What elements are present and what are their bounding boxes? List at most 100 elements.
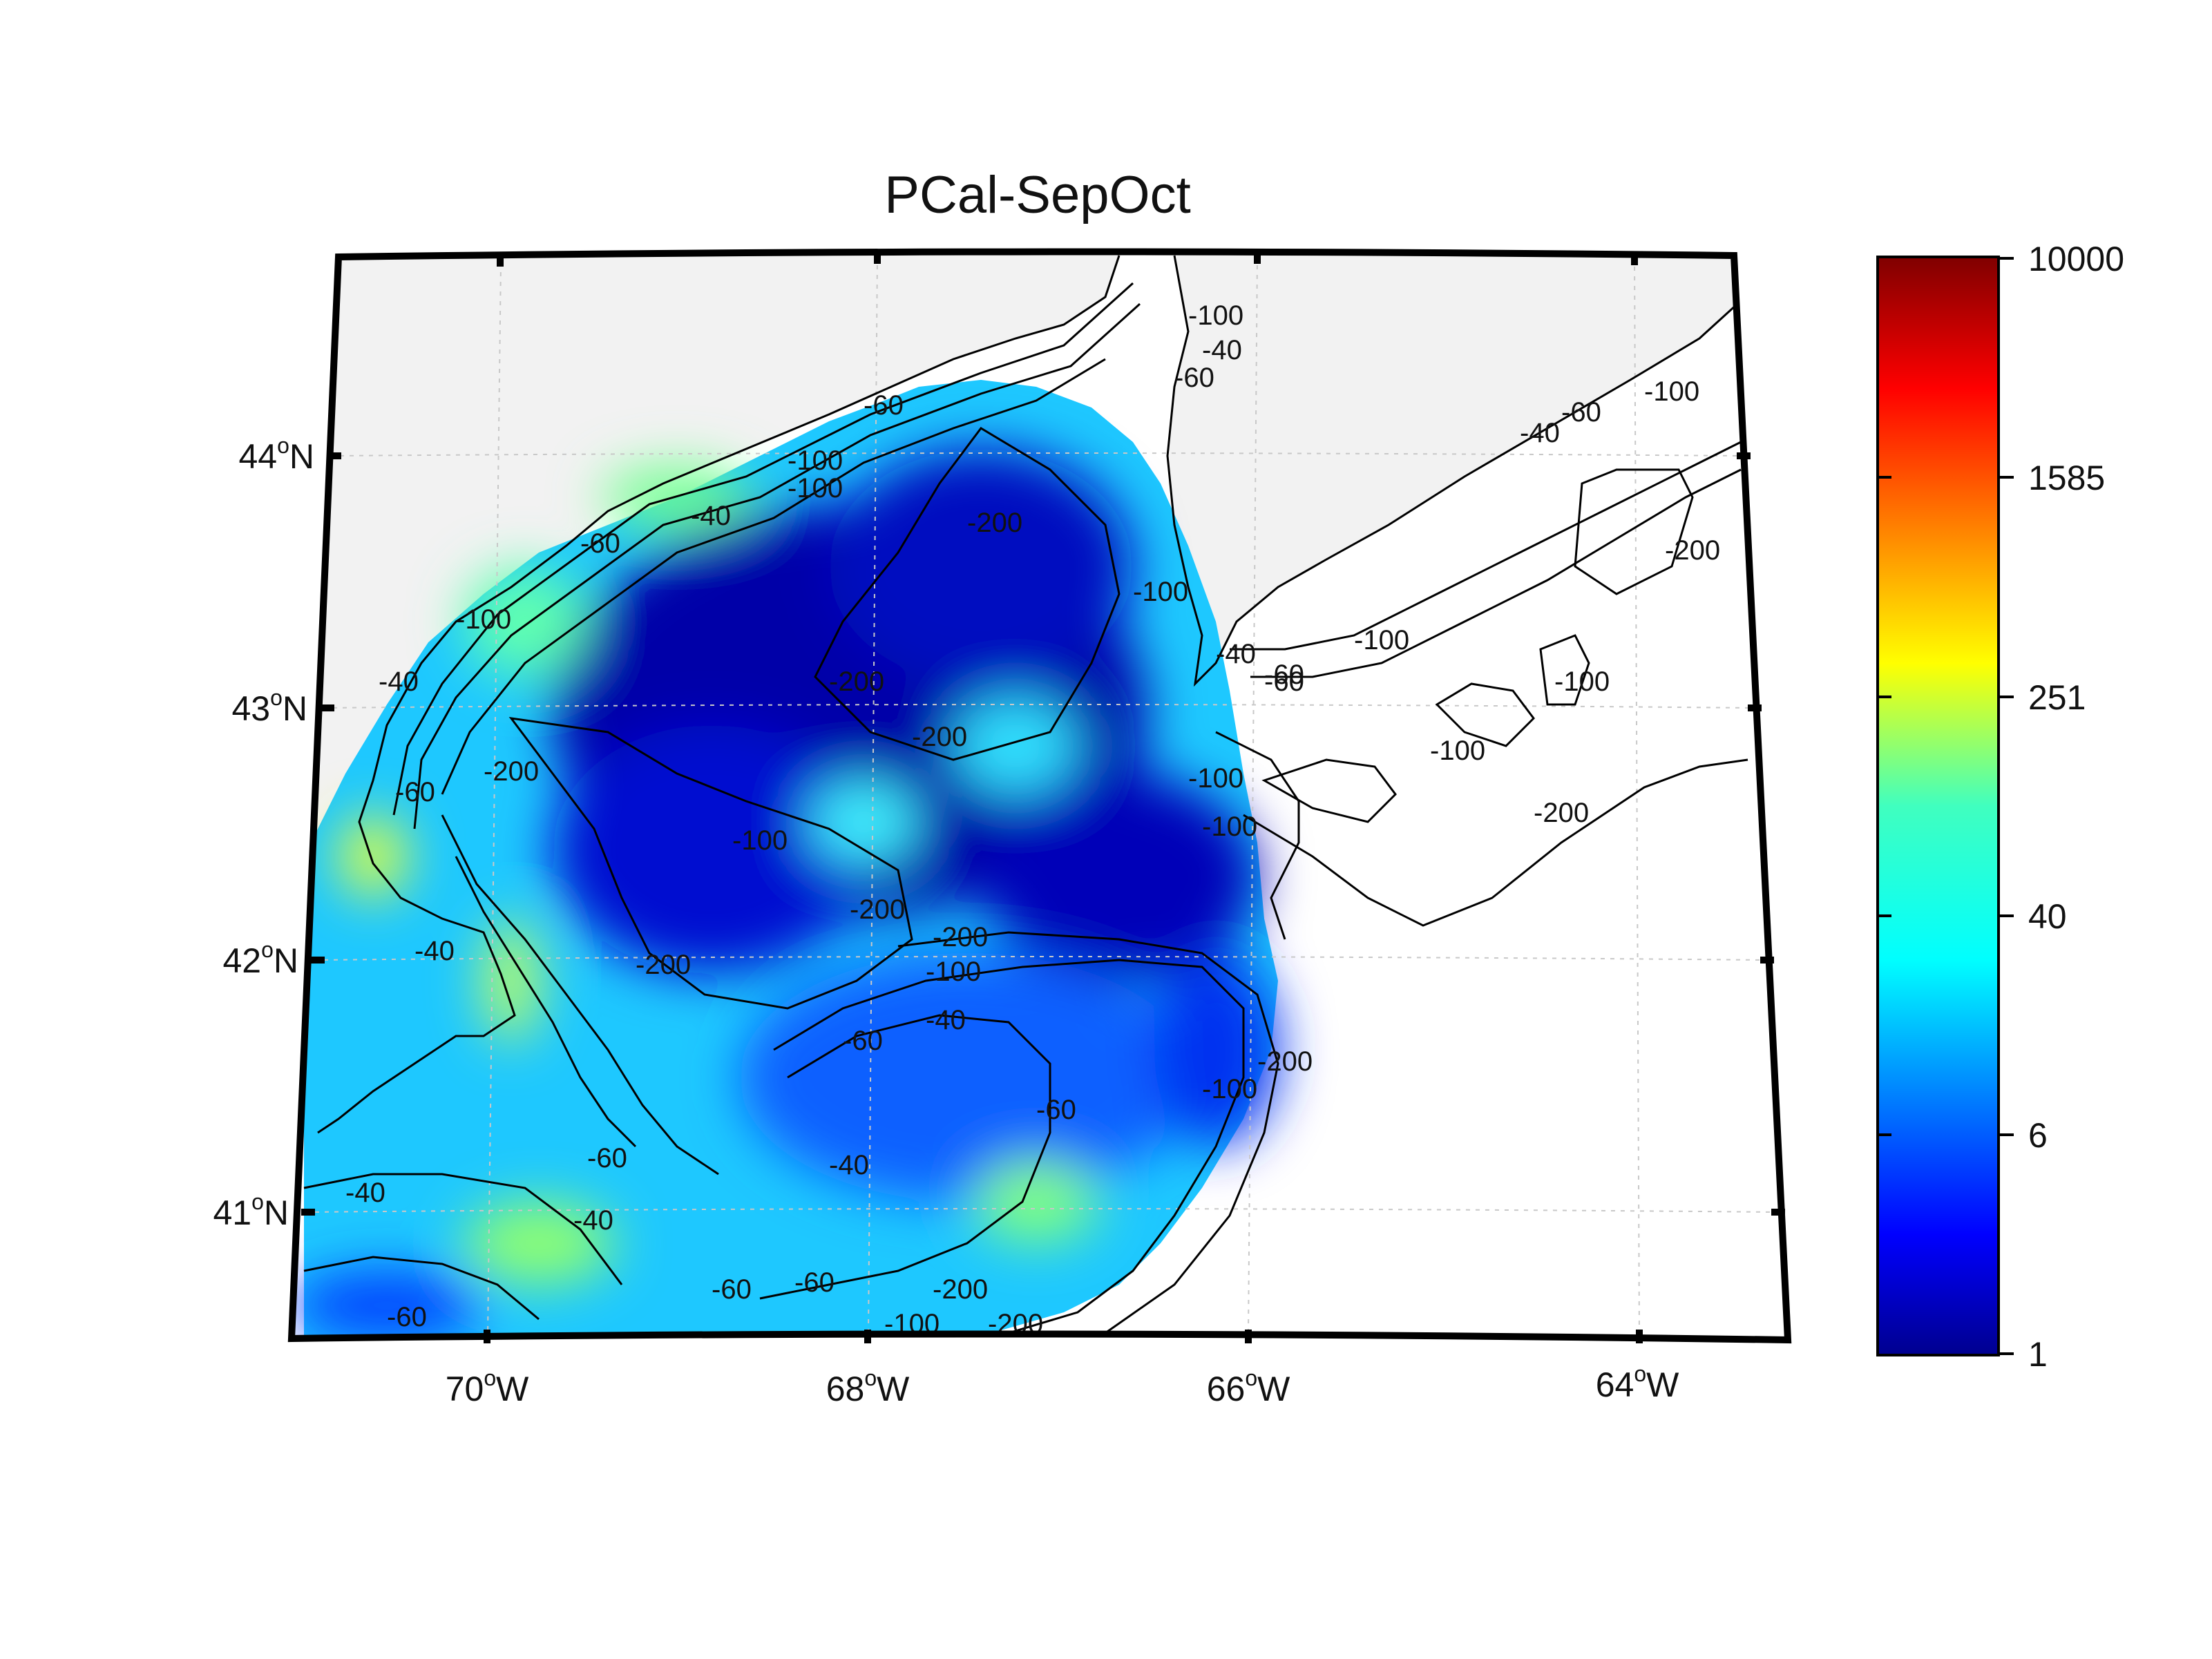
shelf-blue [739,953,1195,1202]
degree-mark: o [484,1365,496,1390]
shelf-green [974,1160,1098,1243]
degree-mark: o [864,1365,877,1390]
degree-mark: o [251,1189,264,1214]
contour-100-banks-2 [1539,634,1590,706]
contour-label: -40 [829,1150,869,1180]
contour-200-georges [897,931,1279,1334]
wilkinson-basin [553,725,870,974]
cyan-patch-1 [953,698,1078,794]
colorbar-label: 10000 [2028,240,2124,278]
contour-60-south [303,1256,540,1321]
map-frame [287,248,1792,1344]
lon-hemi: W [877,1370,910,1408]
colorbar-label: 40 [2028,897,2067,936]
contour-60-ns-shelf [1230,441,1742,651]
contour-100-sable [1261,758,1397,823]
contour-label: -60 [1036,1095,1076,1125]
contour-200-east-shelf [1243,758,1748,927]
chart-title: PCal-SepOct [884,166,1191,224]
contour-60-georges [759,1014,1051,1300]
lat-deg: 41 [213,1193,251,1232]
contour-label: -40 [1202,335,1242,365]
south-blue [292,1271,484,1340]
contour-label: -100 [1644,376,1699,407]
contour-label: -200 [484,756,539,787]
degree-mark: o [1245,1365,1257,1390]
contour-label: -100 [1430,736,1485,766]
contour-label: -60 [580,528,620,559]
contour-label: -100 [1133,577,1188,607]
contour-label: -40 [691,501,731,531]
coastline-new-england [317,255,1121,1134]
lon-deg: 68 [826,1370,865,1408]
lon-deg: 66 [1207,1370,1246,1408]
parallel-43n [323,704,1755,709]
lat-label-43n: 43oN [231,685,307,728]
contour-label: -60 [587,1143,627,1173]
meridian-64w [1634,256,1640,1337]
lat-hemi: N [274,941,298,980]
south-green [463,1202,615,1285]
map-area: -40 -60 -100 -200 -40 -60 -100 -200 -200… [292,251,1788,1340]
contour-label: -200 [967,508,1022,538]
contour-label: -40 [1216,639,1256,669]
parallel-44n [330,452,1746,457]
lon-label-66w: 66oW [1207,1365,1290,1408]
contour-label: -100 [926,957,981,987]
lat-label-41n: 41oN [213,1189,289,1232]
contour-label: -60 [1174,363,1214,393]
georges-basin [981,774,1257,981]
contour-label: -200 [829,667,884,697]
contour-label: -60 [395,777,435,807]
lat-hemi: N [264,1193,289,1232]
contour-100-east [1215,731,1300,940]
contour-label: -100 [456,604,511,635]
contour-labels: -40 -60 -100 -200 -40 -60 -100 -200 -200… [345,300,1720,1339]
land-nova-scotia [1167,256,1737,684]
lat-hemi: N [283,689,307,728]
coast-yellow-2 [484,919,539,1043]
contour-label: -60 [387,1302,427,1332]
lat-hemi: N [289,437,314,476]
coastline-and-contours [303,255,1748,1334]
lon-hemi: W [1646,1365,1679,1404]
contour-label: -40 [414,936,455,966]
contour-label: -60 [712,1274,752,1305]
lon-deg: 64 [1596,1365,1634,1404]
parallel-41n [305,1208,1777,1213]
graticule [305,255,1777,1337]
contour-label: -200 [1665,535,1720,566]
contour-label: -100 [788,445,843,476]
lon-label-68w: 68oW [826,1365,910,1408]
contour-100-ns-shelf [1250,468,1742,678]
contour-100-banquereau [1574,468,1694,595]
degree-mark: o [270,685,283,710]
contour-100-sable-2 [1435,682,1535,747]
colorbar-label: 251 [2028,678,2086,717]
contour-label: -40 [379,667,419,697]
lat-deg: 42 [222,941,261,980]
colorbar-label: 1585 [2028,459,2105,497]
lon-deg: 70 [446,1370,484,1408]
longitude-labels: 70oW 68oW 66oW 64oW [446,1361,1679,1408]
land-new-england [292,256,1119,1147]
colorbar-label: 6 [2028,1116,2048,1155]
lon-hemi: W [496,1370,529,1408]
colorbar: 10000 1585 251 40 6 1 [1876,240,2124,1374]
contour-label: -60 [1264,667,1304,697]
contour-label: -100 [1554,667,1610,697]
contour-60-cape [455,856,637,1148]
contour-label: -200 [933,922,988,952]
lat-label-42n: 42oN [222,937,298,980]
contour-100-georges [773,959,1245,1334]
lon-hemi: W [1257,1370,1290,1408]
contour-label: -100 [1188,763,1243,794]
heatmap-field [292,380,1278,1340]
coast-yellow-1 [339,815,408,898]
contour-label: -100 [1202,812,1257,842]
lon-label-64w: 64oW [1596,1361,1679,1404]
coast-green-1 [463,566,587,677]
contour-100-north [441,358,1106,795]
contour-label: -40 [345,1178,385,1208]
contour-label: -40 [1520,418,1560,448]
